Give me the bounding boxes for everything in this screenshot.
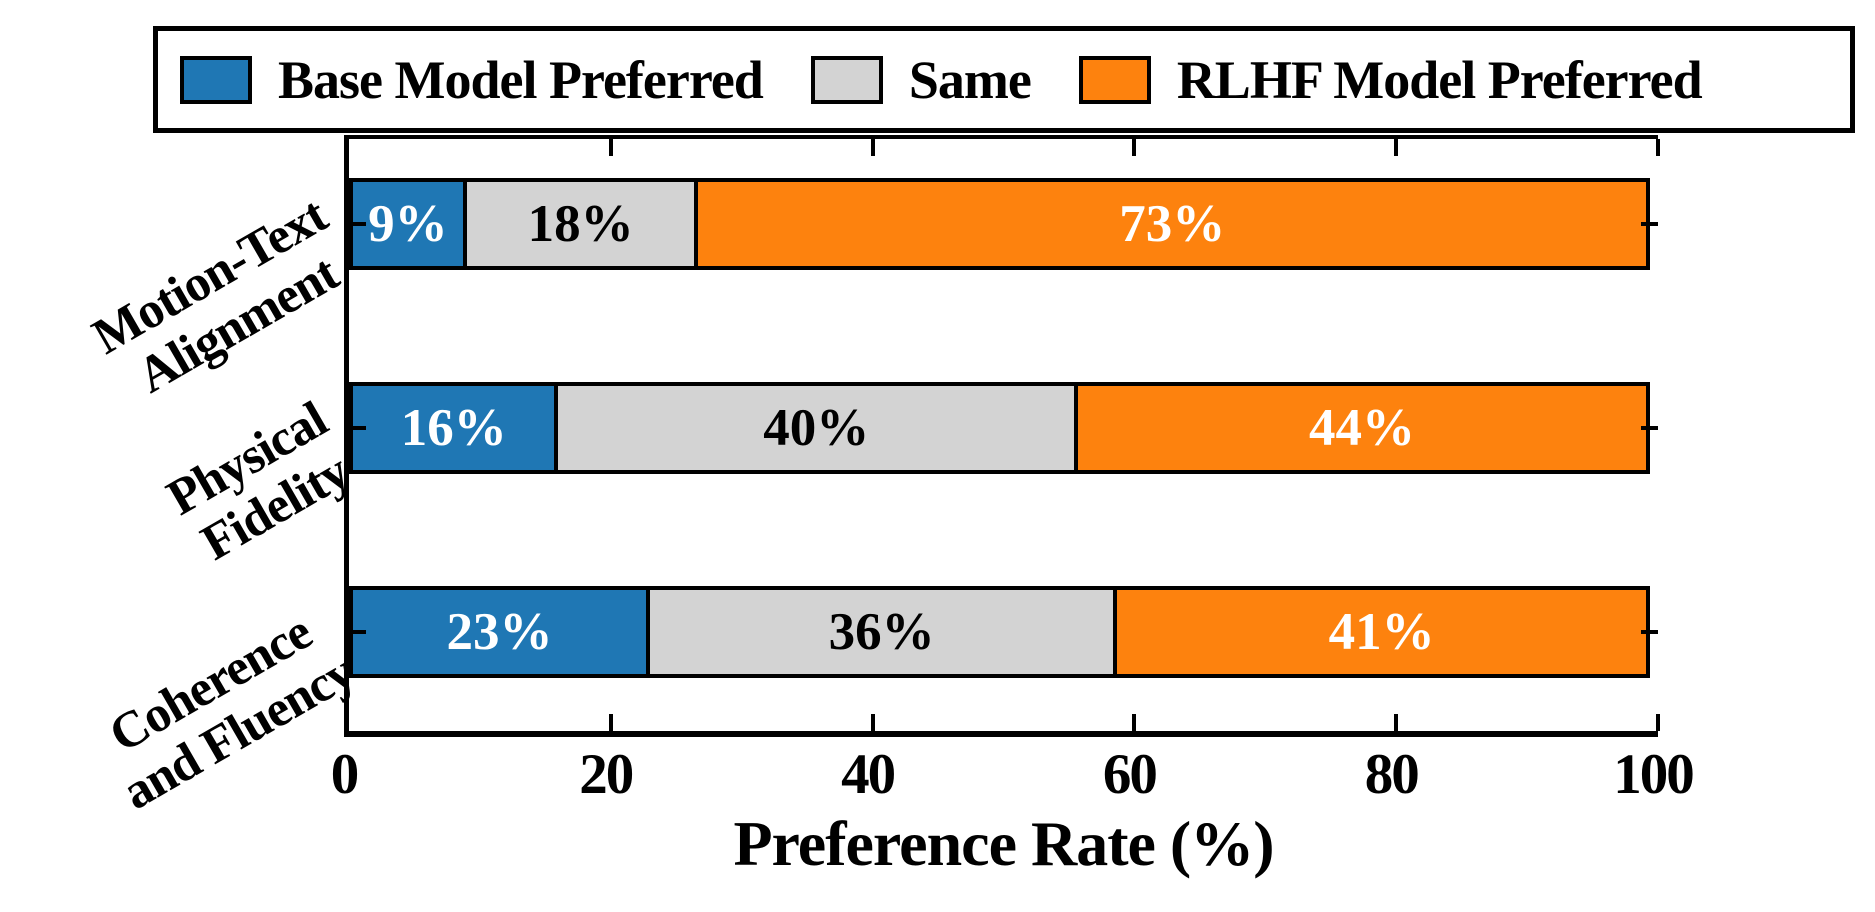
- legend-swatch-icon: [810, 55, 883, 104]
- y-tick-label: Physical Fidelity: [157, 391, 358, 572]
- y-tick-left: [349, 426, 366, 430]
- y-tick-right: [1641, 222, 1658, 226]
- legend-swatch-icon: [180, 55, 252, 104]
- bar-segment-label: 9%: [368, 194, 448, 253]
- bar-segment: 73%: [694, 178, 1650, 270]
- x-tick-top: [608, 139, 613, 156]
- x-tick-label: 80: [1364, 743, 1420, 806]
- bar-segment-label: 23%: [446, 602, 553, 661]
- legend-item: Same: [810, 49, 1032, 110]
- x-tick-top: [1132, 139, 1137, 156]
- bar-row: 16% 40% 44%: [349, 382, 1658, 474]
- legend-label: Base Model Preferred: [278, 49, 764, 110]
- x-tick-label: 100: [1613, 743, 1695, 806]
- x-tick-label: 0: [330, 743, 360, 806]
- legend-item: Base Model Preferred: [180, 49, 764, 110]
- legend: Base Model Preferred Same RLHF Model Prefe…: [153, 26, 1855, 133]
- bar-segment: 36%: [646, 586, 1118, 678]
- bar-segment: 44%: [1074, 382, 1650, 474]
- bar-segment-label: 73%: [1119, 194, 1226, 253]
- bar-segment: 23%: [349, 586, 651, 678]
- bar-segment: 41%: [1113, 586, 1650, 678]
- legend-label: RLHF Model Preferred: [1176, 49, 1703, 110]
- x-tick-top: [1656, 139, 1660, 156]
- y-tick-left: [349, 222, 366, 226]
- bar-segment: 9%: [349, 178, 467, 270]
- bar-segment-label: 18%: [527, 194, 634, 253]
- x-tick-label: 60: [1102, 743, 1158, 806]
- bar-segment: 16%: [349, 382, 559, 474]
- bar-segment-label: 44%: [1309, 398, 1415, 457]
- legend-label: Same: [908, 49, 1032, 110]
- x-tick-label: 20: [579, 743, 634, 806]
- bar-row: 9% 18% 73%: [349, 178, 1658, 270]
- x-tick-top: [1394, 139, 1399, 156]
- x-tick-bottom: [870, 714, 875, 731]
- x-tick-bottom: [1132, 714, 1137, 731]
- x-tick-bottom: [1394, 714, 1399, 731]
- bar-segment-label: 16%: [400, 398, 507, 457]
- x-axis-label: Preference Rate (%): [733, 808, 1274, 879]
- y-tick-right: [1641, 630, 1658, 634]
- x-tick-top: [870, 139, 875, 156]
- plot-area: 9% 18% 73% 16% 40% 44% 23% 36% 41%: [344, 135, 1660, 737]
- x-tick-bottom: [1656, 714, 1660, 731]
- bar-segment-label: 40%: [763, 398, 870, 457]
- legend-swatch-icon: [1078, 55, 1151, 104]
- y-tick-label: Motion-Text Alignment: [83, 187, 348, 405]
- bar-segment-label: 41%: [1328, 602, 1435, 661]
- y-tick-left: [349, 630, 366, 634]
- bar-segment: 18%: [462, 178, 699, 270]
- y-tick-right: [1641, 426, 1658, 430]
- bar-row: 23% 36% 41%: [349, 586, 1658, 678]
- bar-segment: 40%: [554, 382, 1079, 474]
- x-tick-bottom: [608, 714, 613, 731]
- bar-segment-label: 36%: [828, 602, 935, 661]
- legend-item: RLHF Model Preferred: [1078, 49, 1703, 110]
- x-tick-label: 40: [841, 743, 896, 806]
